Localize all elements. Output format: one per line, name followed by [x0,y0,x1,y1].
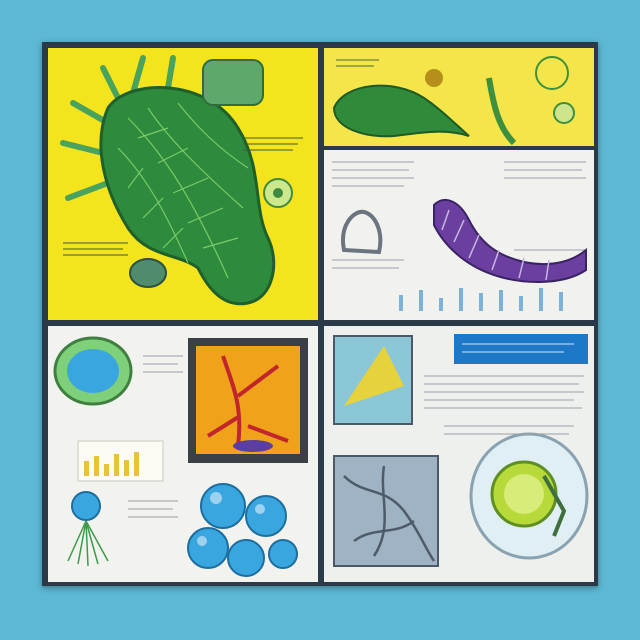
cells-vessels-illustration [53,336,308,577]
tissue-dish-illustration [333,334,589,567]
seed-pod-illustration [332,56,575,146]
panel-cells-vessels [48,326,318,582]
panel-seed-pod [324,48,594,146]
panel-purple-coil [324,150,594,320]
panel-leaf-organism [48,48,318,320]
panel-tissue-dish [324,326,594,582]
purple-coil-illustration [332,161,587,311]
leaf-organism-illustration [60,55,303,306]
